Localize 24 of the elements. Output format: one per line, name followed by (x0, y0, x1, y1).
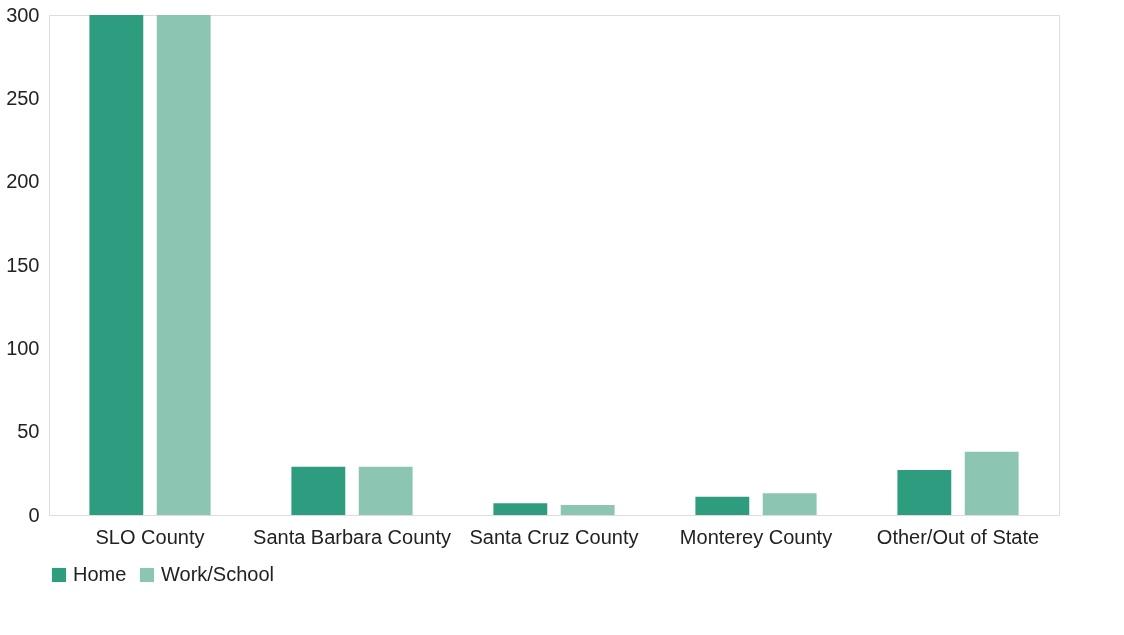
y-tick-label: 50 (17, 420, 40, 443)
y-tick-label: 250 (6, 86, 40, 109)
y-tick-label: 200 (6, 170, 40, 193)
bar (762, 493, 817, 515)
x-tick-label: Santa Barbara County (253, 525, 451, 548)
x-tick-label: Other/Out of State (876, 525, 1040, 548)
y-tick-label: 0 (28, 503, 40, 526)
x-tick-label: Monterey County (679, 525, 833, 548)
bar (964, 451, 1019, 515)
bar (358, 466, 413, 515)
bar (897, 470, 952, 515)
legend-label: Work/School (161, 563, 275, 585)
y-tick-label: 100 (6, 336, 40, 359)
x-tick-label: Santa Cruz County (469, 525, 639, 548)
legend-label: Home (73, 563, 127, 585)
bar (493, 503, 548, 515)
y-tick-label: 300 (6, 3, 40, 26)
bar (291, 466, 346, 515)
y-tick-label: 150 (6, 253, 40, 276)
bar (156, 15, 211, 515)
x-tick-label: SLO County (95, 525, 205, 548)
bar (695, 496, 750, 515)
bar (560, 505, 615, 515)
bar (89, 15, 144, 515)
